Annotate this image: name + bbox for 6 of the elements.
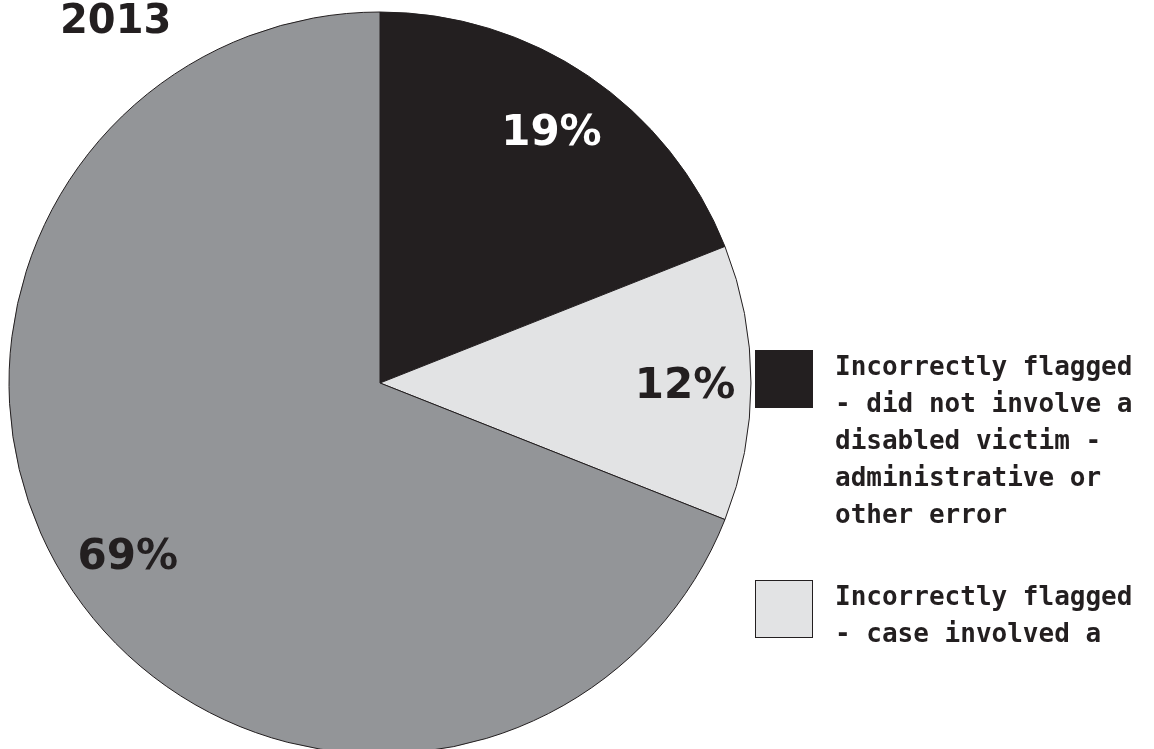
legend-label: Incorrectly flagged - case involved a — [835, 580, 1133, 650]
data-label: 19% — [501, 106, 602, 156]
data-label: 69% — [77, 529, 179, 579]
data-label: 12% — [634, 358, 736, 408]
legend-label: Incorrectly flagged - did not involve a disabled victim - administrative or other error — [835, 350, 1133, 531]
chart-title: 2013 — [60, 0, 172, 42]
